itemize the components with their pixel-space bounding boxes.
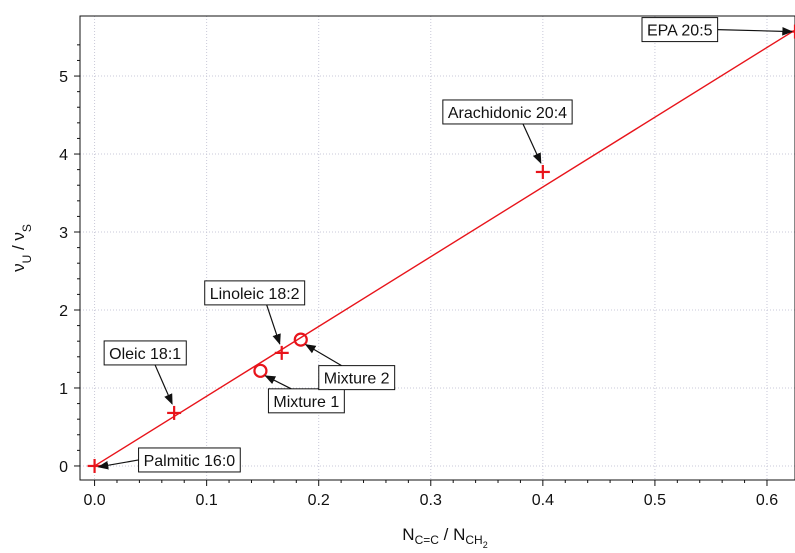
x-tick-label: 0.1 <box>196 492 218 509</box>
plus-marker <box>274 345 289 360</box>
plus-marker <box>87 458 102 473</box>
annotation-label: Palmitic 16:0 <box>144 453 236 470</box>
annotation-box <box>103 340 187 366</box>
annotation: Oleic 18:1 <box>103 340 187 405</box>
annotation-arrow <box>266 304 281 345</box>
data-marks <box>87 24 795 473</box>
x-tick-label: 0.4 <box>532 492 554 509</box>
annotation-label: Arachidonic 20:4 <box>448 105 567 122</box>
annotation: Linoleic 18:2 <box>204 280 306 345</box>
annotations: Palmitic 16:0 Oleic 18:1 Linoleic 18:2 Mixt… <box>97 17 794 473</box>
y-label-sep: / <box>9 241 28 255</box>
annotation-box <box>641 17 719 43</box>
circle-marker <box>253 363 268 378</box>
plus-marker <box>535 164 550 179</box>
x-tick-label: 0.5 <box>644 492 666 509</box>
x-tick-label: 0.2 <box>308 492 330 509</box>
annotation-arrow <box>717 27 794 36</box>
x-tick-label: 0.6 <box>756 492 778 509</box>
annotation-arrow <box>522 123 542 164</box>
plot-frame <box>79 15 795 481</box>
y-label-sub2: S <box>20 224 34 232</box>
y-tick-label: 2 <box>59 303 68 320</box>
annotation-box <box>267 388 345 414</box>
plus-marker <box>167 405 182 420</box>
y-label-main2: ν <box>9 232 28 241</box>
annotation-box <box>138 447 241 473</box>
y-label-main: ν <box>9 263 28 272</box>
annotation: Arachidonic 20:4 <box>442 99 573 164</box>
y-tick-label: 4 <box>59 147 68 164</box>
y-label-sub1: U <box>20 255 34 264</box>
fit-line <box>94 29 795 467</box>
circle-marker <box>293 332 308 347</box>
annotation-box <box>442 99 573 125</box>
annotation-label: Mixture 1 <box>273 394 339 411</box>
annotation-box <box>318 365 396 391</box>
axis-ticks: 0.0 0.1 0.2 0.3 0.4 0.5 0.6 0 1 2 3 4 5 <box>59 44 778 509</box>
annotation-label: Oleic 18:1 <box>109 346 181 363</box>
x-label-subsub2: 2 <box>483 540 488 550</box>
annotation-arrow <box>304 344 342 367</box>
x-label-sub1: C=C <box>415 533 440 547</box>
y-tick-label: 3 <box>59 225 68 242</box>
x-label-main: N <box>402 525 414 544</box>
annotation-arrow <box>264 375 292 390</box>
annotation-label: EPA 20:5 <box>647 23 713 40</box>
annotation-label: Linoleic 18:2 <box>210 286 300 303</box>
annotation: Mixture 2 <box>304 344 396 391</box>
grid <box>80 16 795 480</box>
annotation-arrow <box>154 364 173 405</box>
annotation: Palmitic 16:0 <box>97 447 241 473</box>
fit-line-group <box>94 29 795 467</box>
x-tick-label: 0.3 <box>420 492 442 509</box>
y-axis-label: νU / νS <box>9 224 34 272</box>
y-tick-label: 5 <box>59 69 68 86</box>
y-tick-label: 1 <box>59 381 68 398</box>
annotation: EPA 20:5 <box>641 17 794 43</box>
x-axis-label: NC=C / NCH2 <box>402 525 487 550</box>
y-tick-label: 0 <box>59 459 68 476</box>
x-label-sub2: CH <box>465 533 482 547</box>
x-label-sep: / <box>439 525 453 544</box>
annotation-box <box>204 280 306 306</box>
x-tick-label: 0.0 <box>83 492 105 509</box>
x-label-main2: N <box>453 525 465 544</box>
annotation: Mixture 1 <box>264 375 345 414</box>
annotation-arrow <box>97 459 139 470</box>
annotation-label: Mixture 2 <box>324 371 390 388</box>
